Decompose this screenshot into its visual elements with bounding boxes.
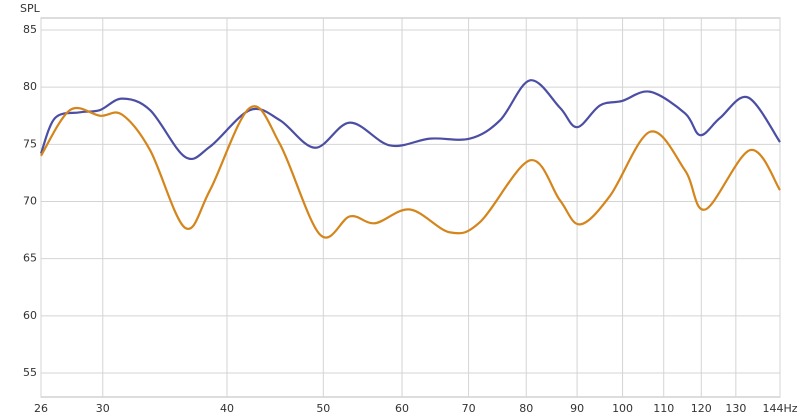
y-tick-label: 55 xyxy=(23,366,37,379)
y-tick-label: 65 xyxy=(23,252,37,265)
x-tick-label: 70 xyxy=(462,402,476,415)
x-tick-label: 30 xyxy=(96,402,110,415)
x-tick-label: 80 xyxy=(519,402,533,415)
x-tick-label: 144Hz xyxy=(762,402,797,415)
y-tick-label: 75 xyxy=(23,137,37,150)
series-line xyxy=(40,105,781,239)
x-tick-label: 26 xyxy=(34,402,48,415)
x-tick-label: 60 xyxy=(395,402,409,415)
y-tick-label: 60 xyxy=(23,309,37,322)
x-tick-label: 110 xyxy=(653,402,674,415)
y-tick-label: 80 xyxy=(23,80,37,93)
x-tick-label: 90 xyxy=(570,402,584,415)
y-axis-label: SPL xyxy=(20,2,41,15)
x-tick-label: 120 xyxy=(691,402,712,415)
y-tick-label: 70 xyxy=(23,194,37,207)
x-tick-label: 50 xyxy=(316,402,330,415)
y-tick-label: 85 xyxy=(23,23,37,36)
x-tick-label: 40 xyxy=(220,402,234,415)
plot-area xyxy=(40,17,781,398)
x-tick-label: 130 xyxy=(725,402,746,415)
series-line xyxy=(39,79,781,161)
x-tick-label: 100 xyxy=(612,402,633,415)
